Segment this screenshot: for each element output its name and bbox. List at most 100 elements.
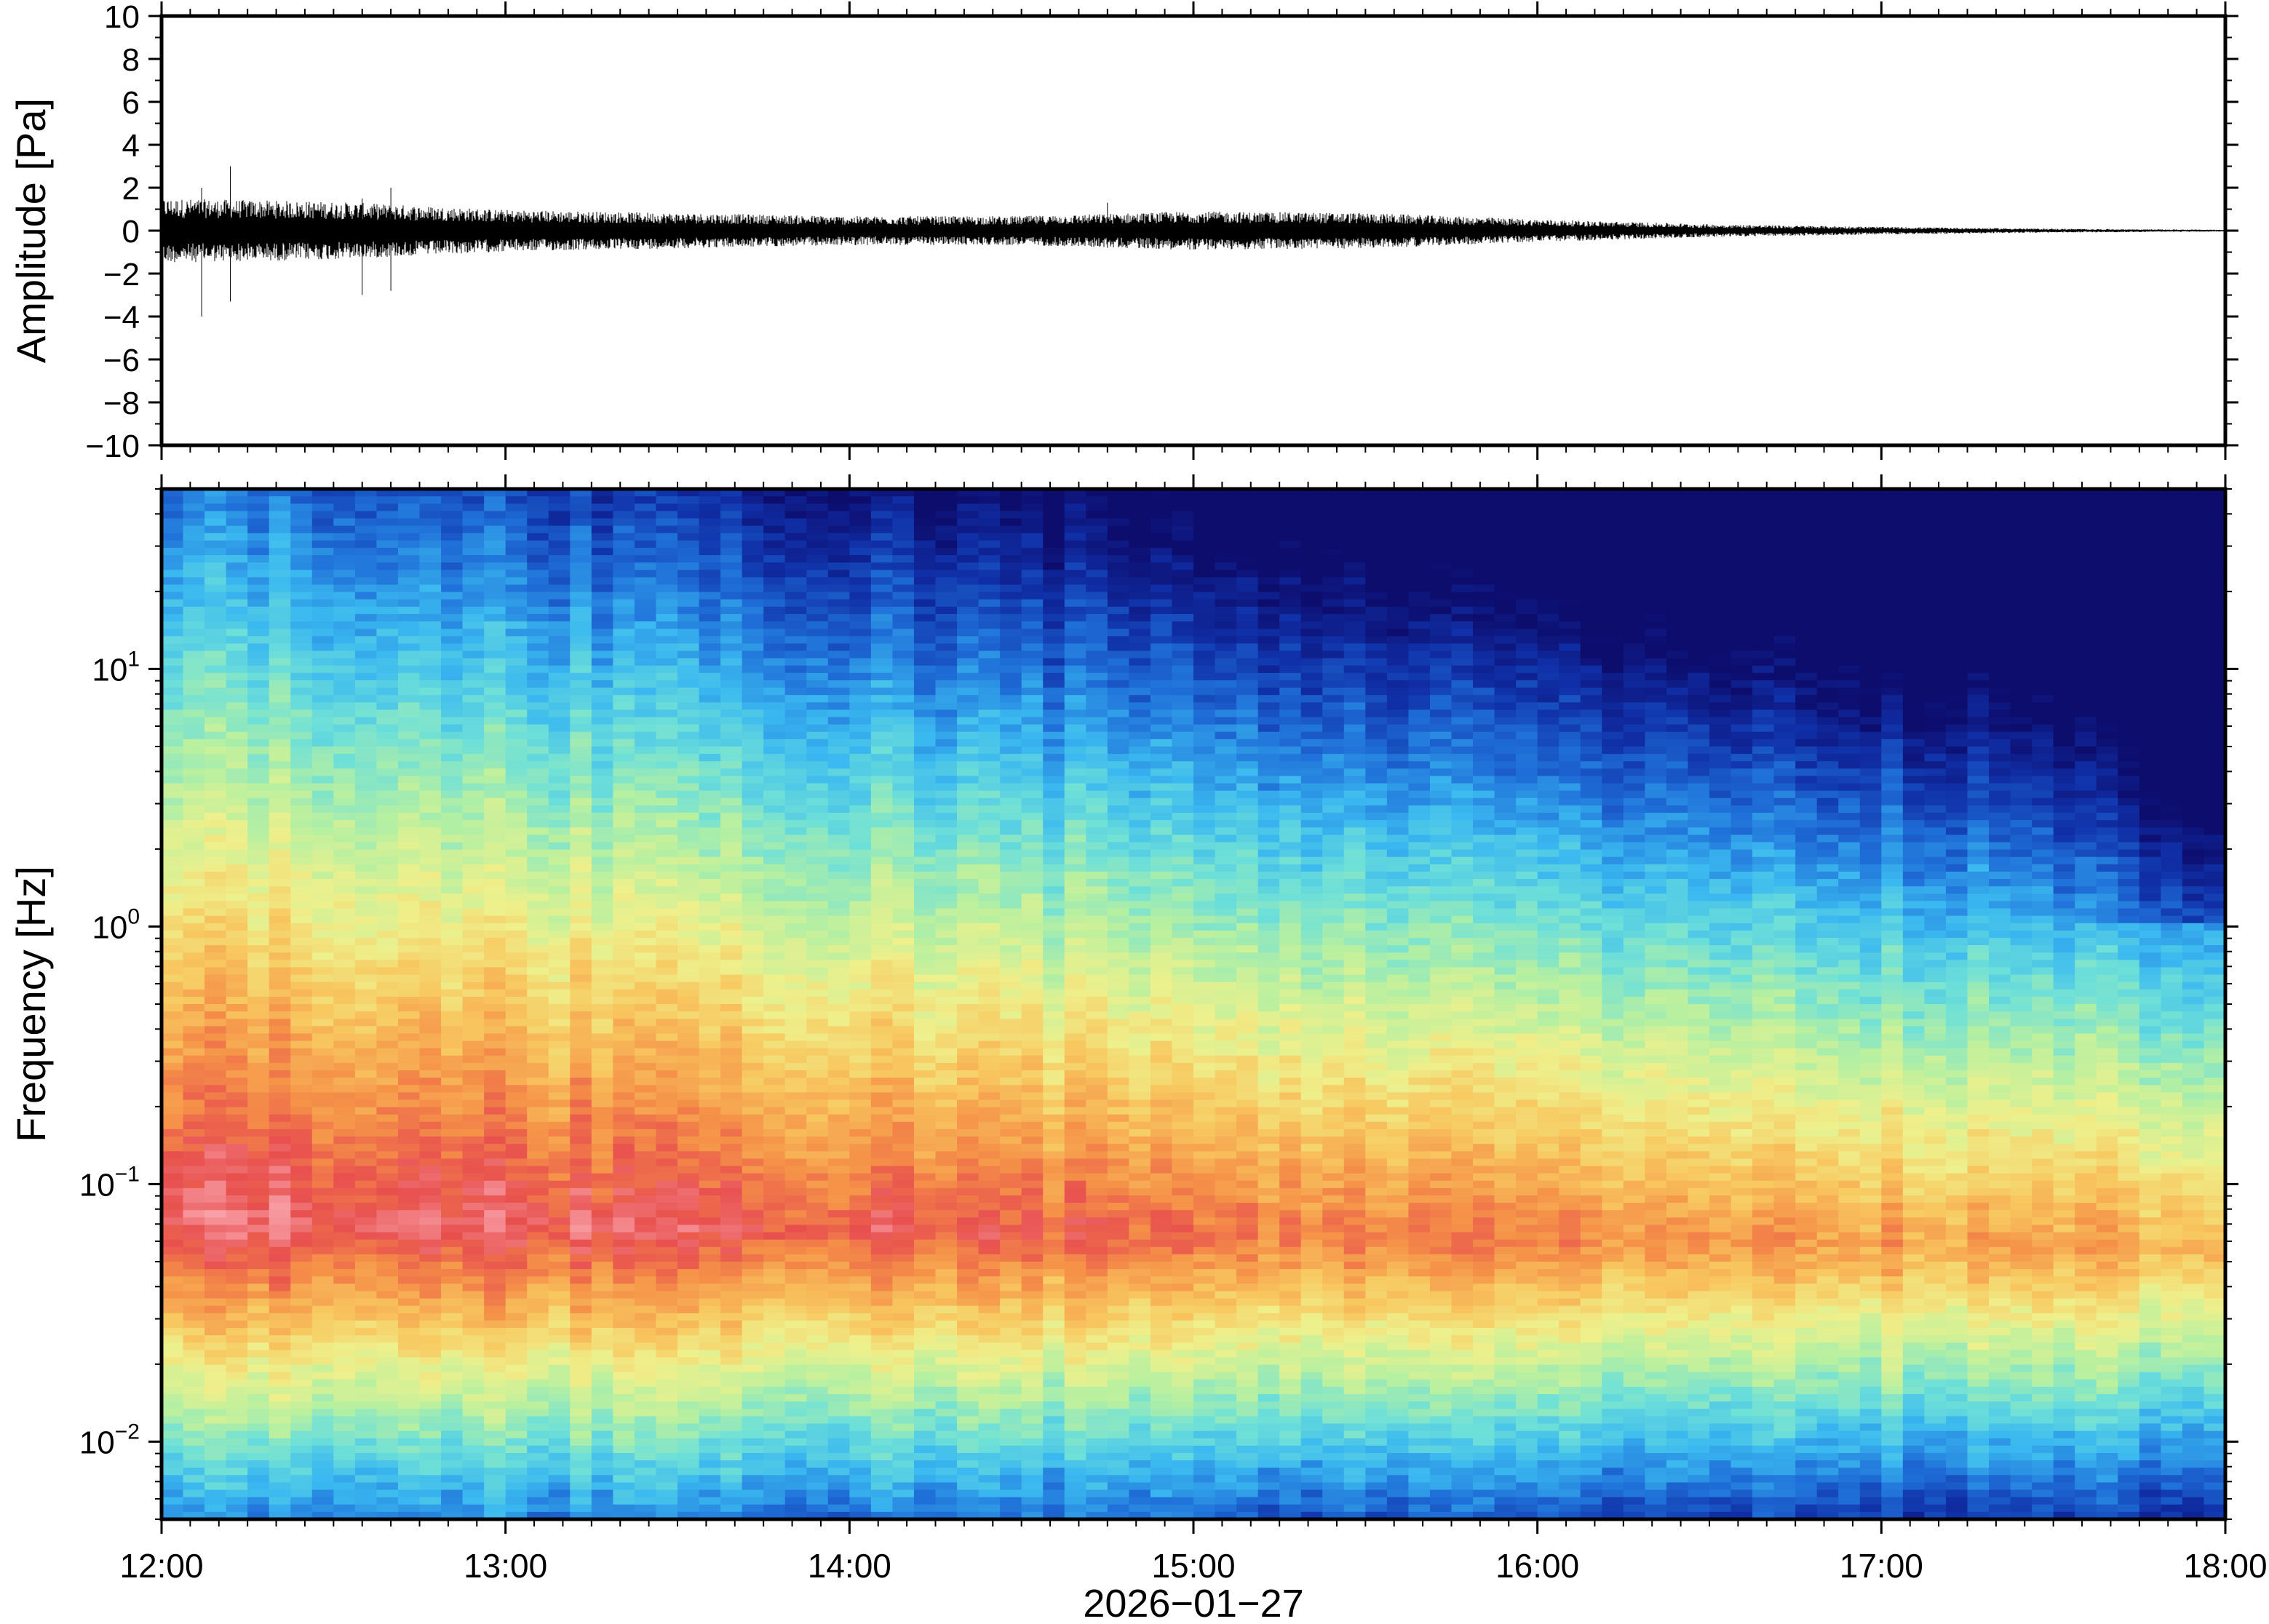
spectrogram-cell [462, 974, 485, 983]
spectrogram-cell [419, 1497, 442, 1505]
spectrogram-cell [419, 592, 442, 600]
spectrogram-cell [548, 1033, 571, 1042]
spectrogram-cell [354, 856, 378, 865]
spectrogram-cell [162, 1350, 184, 1358]
spectrogram-cell [226, 790, 248, 799]
spectrogram-cell [397, 1246, 421, 1255]
spectrogram-cell [484, 1173, 506, 1182]
spectrogram-cell [570, 613, 592, 622]
spectrogram-cell [827, 577, 850, 586]
spectrogram-cell [505, 636, 528, 644]
spectrogram-cell [827, 1004, 850, 1012]
spectrogram-cell [827, 761, 850, 769]
spectrogram-cell [763, 1511, 786, 1519]
spectrogram-cell [333, 1283, 356, 1292]
spectrogram-cell [354, 1246, 378, 1255]
spectrogram-cell [763, 621, 786, 629]
spectrogram-cell [784, 805, 807, 813]
spectrogram-cell [656, 584, 678, 593]
spectrogram-cell [247, 1225, 270, 1233]
spectrogram-cell [591, 754, 613, 762]
spectrogram-cell [397, 960, 421, 968]
spectrogram-cell [419, 1364, 442, 1373]
spectrogram-cell [505, 915, 528, 924]
spectrogram-cell [226, 1504, 248, 1513]
spectrogram-cell [656, 754, 678, 762]
spectrogram-cell [570, 562, 592, 570]
spectrogram-cell [505, 871, 528, 880]
spectrogram-cell [656, 739, 678, 747]
spectrogram-cell [226, 672, 248, 681]
spectrogram-cell [699, 1055, 721, 1064]
spectrogram-cell [763, 856, 786, 865]
spectrogram-cell [354, 621, 378, 629]
spectrogram-cell [484, 1511, 506, 1519]
spectrogram-cell [613, 636, 635, 644]
spectrogram-cell [505, 606, 528, 615]
spectrogram-cell [204, 555, 227, 563]
spectrogram-cell [484, 1225, 506, 1233]
spectrogram-cell [677, 1114, 700, 1123]
spectrogram-cell [441, 1511, 464, 1519]
spectrogram-cell [247, 945, 270, 953]
spectrogram-cell [290, 518, 313, 527]
spectrogram-cell [548, 518, 571, 527]
spectrogram-cell [290, 592, 313, 600]
spectrogram-cell [677, 1085, 700, 1093]
spectrogram-cell [763, 518, 786, 527]
spectrogram-cell [591, 1040, 613, 1049]
spectrogram-cell [333, 797, 356, 806]
spectrogram-cell [269, 1107, 291, 1115]
spectrogram-cell [183, 1048, 205, 1056]
spectrogram-cell [699, 1158, 721, 1167]
spectrogram-cell [806, 930, 829, 939]
spectrogram-cell [849, 1195, 872, 1203]
spectrogram-cell [806, 805, 829, 813]
spectrogram-cell [376, 1033, 399, 1042]
spectrogram-cell [354, 1107, 378, 1115]
spectrogram-cell [548, 1173, 571, 1182]
spectrogram-cell [290, 1482, 313, 1491]
spectrogram-cell [376, 489, 399, 497]
spectrogram-cell [269, 695, 291, 703]
spectrogram-cell [441, 1011, 464, 1019]
spectrogram-cell [311, 960, 334, 968]
spectrogram-cell [677, 1040, 700, 1049]
spectrogram-cell [806, 974, 829, 983]
spectrogram-cell [311, 893, 334, 901]
spectrogram-cell [849, 1048, 872, 1056]
spectrogram-cell [613, 1166, 635, 1174]
spectrogram-cell [720, 577, 743, 586]
spectrogram-cell [204, 1195, 227, 1203]
spectrogram-cell [441, 577, 464, 586]
spectrogram-cell [505, 613, 528, 622]
spectrogram-cell [634, 1262, 657, 1270]
spectrogram-cell [441, 533, 464, 541]
spectrogram-cell [763, 952, 786, 960]
spectrogram-cell [376, 1055, 399, 1064]
spectrogram-cell [870, 1246, 894, 1255]
spectrogram-cell [162, 747, 184, 755]
spectrogram-cell [183, 1504, 205, 1513]
spectrogram-cell [827, 1158, 850, 1167]
spectrogram-cell [527, 1438, 549, 1446]
spectrogram-cell [763, 827, 786, 835]
spectrogram-cell [548, 489, 571, 497]
spectrogram-cell [677, 1011, 700, 1019]
spectrogram-cell [591, 533, 613, 541]
spectrogram-cell [484, 1482, 506, 1491]
spectrogram-cell [784, 1430, 807, 1439]
spectrogram-cell [226, 1305, 248, 1314]
spectrogram-cell [656, 761, 678, 769]
spectrogram-cell [290, 952, 313, 960]
spectrogram-cell [634, 584, 657, 593]
spectrogram-cell [333, 1497, 356, 1505]
spectrogram-cell [548, 1166, 571, 1174]
spectrogram-cell [634, 1129, 657, 1137]
spectrogram-cell [613, 1372, 635, 1380]
spectrogram-cell [311, 562, 334, 570]
spectrogram-cell [354, 1364, 378, 1373]
spectrogram-cell [462, 533, 485, 541]
spectrogram-cell [505, 1482, 528, 1491]
spectrogram-cell [763, 937, 786, 946]
